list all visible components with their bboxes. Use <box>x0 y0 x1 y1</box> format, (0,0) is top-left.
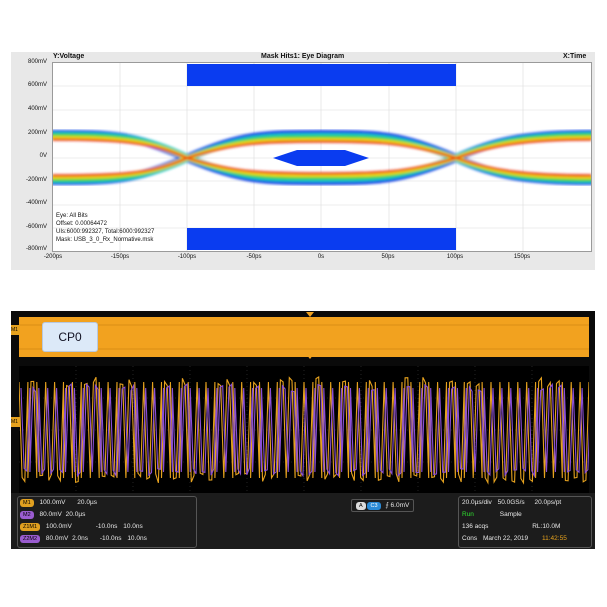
clock-time: 11:42:55 <box>541 535 567 542</box>
channel-settings-box[interactable]: M1 100.0mV 20.0µs M2 80.0mV 20.0µs Z1M1 … <box>17 496 197 548</box>
rising-edge-icon: ⨍ <box>385 502 389 509</box>
trigger-marker-lower[interactable] <box>306 354 314 359</box>
upper-mask <box>187 64 456 86</box>
eye-diagram-panel: Y:Voltage Mask Hits1: Eye Diagram X:Time <box>11 52 595 270</box>
eye-diagram-graphic <box>49 63 595 251</box>
eye-info-line: Offset: 0.00064472 <box>56 221 107 227</box>
z1m1-scale: 100.0mV <box>45 523 72 530</box>
record-length: RL:10.0M <box>532 523 561 530</box>
row-z1m1[interactable]: Z1M1 100.0mV -10.0ns 10.0ns <box>20 523 143 531</box>
date: March 22, 2019 <box>483 535 529 542</box>
y-tick: 800mV <box>27 59 47 65</box>
z1m1-end: 10.0ns <box>123 523 143 530</box>
channel-m2-trace <box>20 382 592 478</box>
timebase-row: 20.0µs/div 50.0GS/s 20.0ps/pt <box>462 499 561 506</box>
trigger-level: 6.0mV <box>390 502 410 509</box>
eye-info-line: Mask: USB_3_0_Rx_Normative.msk <box>56 237 154 243</box>
eye-info-line: Eye: All Bits <box>56 213 88 219</box>
eye-plot-area[interactable] <box>49 62 595 252</box>
y-tick: -600mV <box>25 224 47 230</box>
x-tick: -50ps <box>246 254 262 260</box>
badge-z1m1: Z1M1 <box>20 523 41 531</box>
y-tick: 600mV <box>27 82 47 88</box>
m1-time: 20.0µs <box>77 499 97 506</box>
cp0-label: CP0 <box>42 322 98 352</box>
run-row: Run Sample <box>462 511 522 518</box>
y-tick: -200mV <box>25 177 47 183</box>
eye-diagram-title: Mask Hits1: Eye Diagram <box>261 53 345 60</box>
y-tick: 0V <box>39 153 47 159</box>
y-tick: 200mV <box>27 130 47 136</box>
trigger-source: C3 <box>367 502 381 510</box>
trigger-readout[interactable]: A C3 ⨍ 6.0mV <box>351 499 415 512</box>
z2m2-end: 10.0ns <box>127 535 147 542</box>
z1m1-start: -10.0ns <box>95 523 118 530</box>
digital-waveform-band <box>19 317 589 357</box>
x-tick: -200ps <box>43 254 63 260</box>
resolution: 20.0ps/pt <box>534 499 562 506</box>
row-m1[interactable]: M1 100.0mV 20.0µs <box>20 499 97 507</box>
m1-scale: 100.0mV <box>39 499 66 506</box>
timebase: 20.0µs/div <box>462 499 492 506</box>
acqs-row: 136 acqs RL:10.0M <box>462 523 560 530</box>
y-tick: -400mV <box>25 200 47 206</box>
x-tick: 0s <box>317 254 325 260</box>
z2m2-scale: 80.0mV <box>45 535 69 542</box>
lower-mask <box>187 228 456 250</box>
row-z2m2[interactable]: Z2M2 80.0mV 2.0ns -10.0ns 10.0ns <box>20 535 147 543</box>
date-row: Cons March 22, 2019 11:42:55 <box>462 535 567 542</box>
m1-marker-top[interactable]: M1 <box>11 325 20 335</box>
status-bar: M1 100.0mV 20.0µs M2 80.0mV 20.0µs Z1M1 … <box>11 493 595 549</box>
x-axis-title: X:Time <box>563 53 587 60</box>
oscilloscope-screen: CP0 M1 M1 M1 100.0mV 20.0µs M2 80.0m <box>11 311 595 549</box>
z2m2-start: -10.0ns <box>99 535 122 542</box>
analog-waveforms <box>18 366 592 495</box>
waveform-area[interactable] <box>18 366 592 495</box>
channel-m1-trace <box>18 376 590 485</box>
cons-label: Cons <box>462 535 478 542</box>
trigger-mode: A <box>356 502 366 510</box>
x-tick: 50ps <box>381 254 395 260</box>
center-mask <box>273 150 369 166</box>
acq-mode: Sample <box>499 511 522 518</box>
acquisition-box[interactable]: 20.0µs/div 50.0GS/s 20.0ps/pt Run Sample… <box>458 496 592 548</box>
row-m2[interactable]: M2 80.0mV 20.0µs <box>20 511 85 519</box>
z2m2-time: 2.0ns <box>72 535 88 542</box>
eye-info-line: UIs:6000:992327, Total:6000:992327 <box>56 229 155 235</box>
trigger-position-marker[interactable] <box>306 312 314 317</box>
y-tick: -800mV <box>25 246 47 252</box>
sample-rate: 50.0GS/s <box>497 499 525 506</box>
run-status: Run <box>462 511 474 518</box>
acq-count: 136 acqs <box>462 523 489 530</box>
badge-m1: M1 <box>20 499 34 507</box>
x-tick: -150ps <box>110 254 130 260</box>
x-tick: 150ps <box>513 254 531 260</box>
y-axis-title: Y:Voltage <box>53 53 85 60</box>
y-tick: 400mV <box>27 106 47 112</box>
x-tick: -100ps <box>177 254 197 260</box>
x-tick: 100ps <box>446 254 464 260</box>
m2-time: 20.0µs <box>65 511 86 518</box>
band-ticks <box>19 324 589 350</box>
m2-scale: 80.0mV <box>39 511 62 518</box>
eye-info-block: Eye: All Bits Offset: 0.00064472 UIs:600… <box>56 212 154 244</box>
m1-marker-mid[interactable]: M1 <box>11 417 20 427</box>
badge-m2: M2 <box>20 511 34 519</box>
badge-z2m2: Z2M2 <box>20 535 41 543</box>
